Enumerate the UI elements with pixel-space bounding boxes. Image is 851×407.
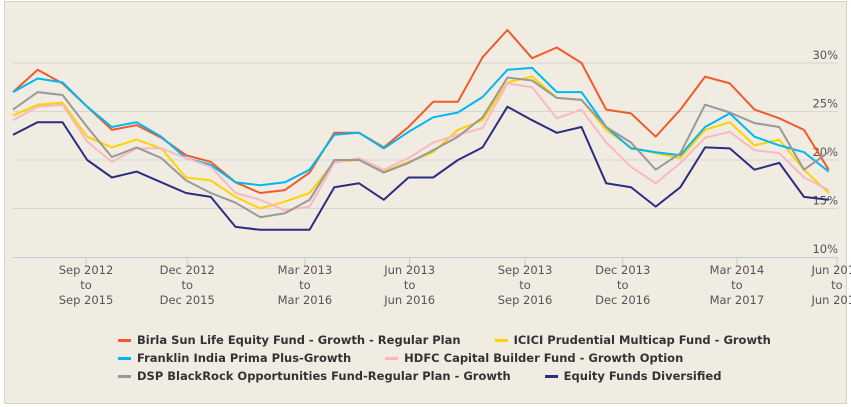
x-tick-label: Mar 2014	[710, 263, 765, 277]
x-tick-label: to	[831, 278, 843, 292]
x-tick-label: to	[404, 278, 416, 292]
x-tick-label: Jun 2014	[810, 263, 851, 277]
x-tick-label: Jun 2016	[383, 293, 435, 307]
x-tick-label: Sep 2013	[498, 263, 553, 277]
legend-label: DSP BlackRock Opportunities Fund-Regular…	[137, 369, 511, 383]
series-line-1	[12, 75, 830, 210]
legend-label: Birla Sun Life Equity Fund - Growth - Re…	[137, 333, 461, 347]
legend-symbol-equity-diversified	[544, 374, 558, 378]
y-tick-label: 20%	[812, 145, 838, 159]
legend-label: Franklin India Prima Plus-Growth	[137, 351, 352, 365]
x-tick-label: Mar 2017	[710, 293, 765, 307]
x-tick-label: Dec 2013	[595, 263, 650, 277]
legend-label: ICICI Prudential Multicap Fund - Growth	[513, 333, 771, 347]
legend-item-icici[interactable]: ICICI Prudential Multicap Fund - Growth	[494, 333, 771, 347]
x-tick-label: Dec 2012	[160, 263, 215, 277]
legend-item-hdfc[interactable]: HDFC Capital Builder Fund - Growth Optio…	[385, 351, 683, 365]
y-tick-label: 25%	[812, 97, 838, 111]
series-line-3	[12, 82, 830, 212]
series-line-5	[12, 105, 829, 231]
legend-symbol-dsp	[118, 374, 131, 378]
series-line-2	[12, 66, 830, 187]
y-tick-label: 15%	[812, 194, 838, 208]
legend-symbol-birla	[118, 338, 131, 342]
gridlines	[13, 62, 838, 209]
legend-label: Equity Funds Diversified	[563, 369, 722, 383]
x-tick-label: to	[617, 278, 629, 292]
series-lines	[12, 29, 830, 231]
legend-item-equity-diversified[interactable]: Equity Funds Diversified	[544, 369, 722, 383]
y-tick-label: 10%	[812, 242, 838, 256]
x-tick-label: Sep 2012	[59, 263, 114, 277]
legend: Birla Sun Life Equity Fund - Growth - Re…	[118, 331, 771, 385]
x-tick-label: Dec 2015	[160, 293, 215, 307]
series-line-4	[12, 76, 830, 219]
x-tick-label: Mar 2013	[278, 263, 333, 277]
y-tick-label: 30%	[812, 48, 838, 62]
x-tick-label: Sep 2015	[59, 293, 114, 307]
x-tick-label: to	[731, 278, 743, 292]
legend-item-franklin[interactable]: Franklin India Prima Plus-Growth	[118, 351, 351, 365]
series-line-0	[12, 29, 830, 194]
legend-item-dsp[interactable]: DSP BlackRock Opportunities Fund-Regular…	[118, 369, 511, 383]
x-tick-label: Dec 2016	[595, 293, 650, 307]
x-tick-label: Sep 2016	[498, 293, 553, 307]
y-axis: 10% 15% 20% 25% 30%	[812, 48, 838, 256]
legend-symbol-hdfc	[385, 356, 399, 360]
x-tick-label: to	[80, 278, 92, 292]
x-tick-label: to	[181, 278, 193, 292]
x-tick-label: to	[519, 278, 531, 292]
x-tick-label: Jun 2017	[810, 293, 851, 307]
legend-symbol-franklin	[118, 356, 131, 360]
legend-symbol-icici	[494, 338, 508, 342]
legend-item-birla[interactable]: Birla Sun Life Equity Fund - Growth - Re…	[118, 333, 461, 347]
x-tick-label: Jun 2013	[383, 263, 435, 277]
x-tick-label: to	[299, 278, 311, 292]
chart-frame	[4, 1, 847, 404]
x-tick-label: Mar 2016	[278, 293, 333, 307]
legend-label: HDFC Capital Builder Fund - Growth Optio…	[404, 351, 684, 365]
